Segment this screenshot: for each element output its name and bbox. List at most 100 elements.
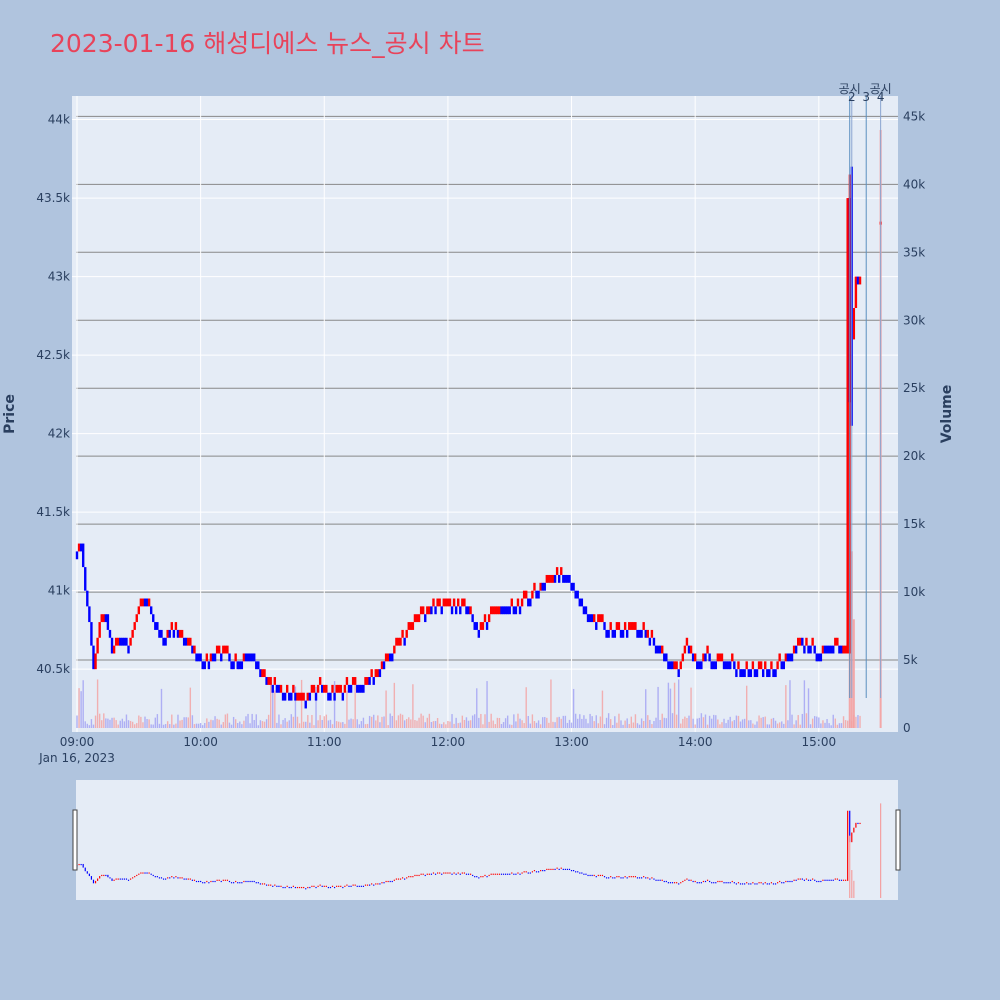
volume-bar (321, 719, 323, 728)
mini-candle (333, 886, 336, 889)
candle (277, 684, 281, 693)
candle (844, 645, 847, 654)
mini-candle (560, 867, 562, 869)
candle (310, 684, 314, 693)
mini-candle (671, 882, 674, 884)
volume-bar (597, 723, 600, 728)
mini-candle (521, 872, 523, 874)
candle (79, 543, 83, 552)
candle (405, 629, 408, 638)
mini-candle (408, 876, 410, 878)
mini-candle (739, 883, 742, 885)
mini-candle (303, 886, 305, 889)
candle (652, 637, 656, 646)
volume-bar (449, 721, 451, 728)
mini-candle (465, 873, 468, 875)
candle (201, 661, 204, 670)
candle (562, 574, 565, 583)
volume-bar (739, 721, 742, 728)
mini-candle (669, 882, 672, 884)
mini-candle (222, 879, 224, 881)
volume-bar (754, 724, 756, 728)
range-slider-right-handle[interactable] (895, 809, 901, 871)
volume-tick-label: 30k (903, 313, 925, 327)
candle (753, 669, 757, 678)
volume-bar (292, 716, 295, 728)
candle (757, 661, 761, 670)
volume-bar (700, 713, 703, 728)
range-slider-left-handle[interactable] (72, 809, 78, 871)
mini-candle (706, 879, 709, 881)
volume-bar (247, 713, 249, 728)
mini-candle (636, 877, 639, 879)
candle (226, 645, 229, 654)
candle (123, 637, 126, 646)
mini-candle (261, 883, 264, 885)
range-slider[interactable] (76, 780, 898, 900)
mini-candle (459, 873, 461, 875)
mini-candle (463, 872, 465, 874)
volume-bar (206, 718, 208, 728)
candle (529, 598, 532, 607)
volume-bar (523, 723, 525, 728)
candle (187, 637, 190, 646)
candle (391, 653, 394, 662)
volume-bar (269, 684, 272, 728)
mini-candle (445, 872, 447, 874)
volume-bar (599, 716, 602, 728)
mini-candle (505, 873, 507, 875)
candle (786, 653, 790, 662)
annotation-label: 3 (862, 90, 870, 104)
volume-bar (574, 713, 577, 728)
volume-bar (690, 687, 692, 728)
volume-bar (96, 679, 99, 728)
mini-candle (86, 871, 88, 874)
candle (702, 653, 705, 662)
range-slider-preview (76, 803, 882, 898)
mini-candle (391, 880, 393, 883)
mini-candle (366, 884, 369, 886)
candle (487, 614, 491, 623)
candle (174, 622, 178, 630)
candle (778, 653, 781, 662)
volume-bar (243, 720, 245, 728)
volume-bar (820, 723, 822, 728)
volume-bar (609, 719, 612, 728)
time-tick-label: 10:00 (183, 735, 218, 749)
volume-bar (725, 723, 727, 728)
volume-bar (511, 724, 513, 728)
volume-bar (358, 724, 361, 728)
mini-candle (750, 883, 752, 885)
volume-bar (473, 714, 476, 728)
mini-candle (218, 879, 220, 881)
candle (92, 645, 95, 670)
mini-candle (138, 873, 140, 875)
candle (574, 590, 577, 599)
main-plot-area[interactable] (72, 96, 898, 732)
candle (755, 669, 759, 678)
mini-candle (284, 886, 286, 889)
mini-candle (507, 873, 509, 875)
volume-bar (403, 720, 406, 728)
volume-bar (583, 715, 585, 728)
volume-bar (333, 681, 336, 728)
volume-bar (113, 717, 115, 728)
candle (162, 637, 165, 646)
volume-bar (323, 716, 325, 728)
candle (403, 637, 406, 646)
candle (178, 629, 182, 638)
mini-candle (404, 878, 406, 880)
volume-bar (486, 681, 488, 728)
mini-candle (809, 879, 812, 881)
volume-bar (288, 720, 290, 728)
volume-bar (461, 715, 464, 728)
mini-candle (587, 874, 589, 877)
candle (609, 622, 612, 630)
mini-candle (381, 882, 383, 884)
volume-bar (612, 725, 614, 728)
candle (426, 606, 429, 615)
mini-candle (422, 873, 424, 875)
candle (378, 669, 382, 678)
candle (823, 645, 827, 654)
volume-bar (317, 720, 319, 728)
